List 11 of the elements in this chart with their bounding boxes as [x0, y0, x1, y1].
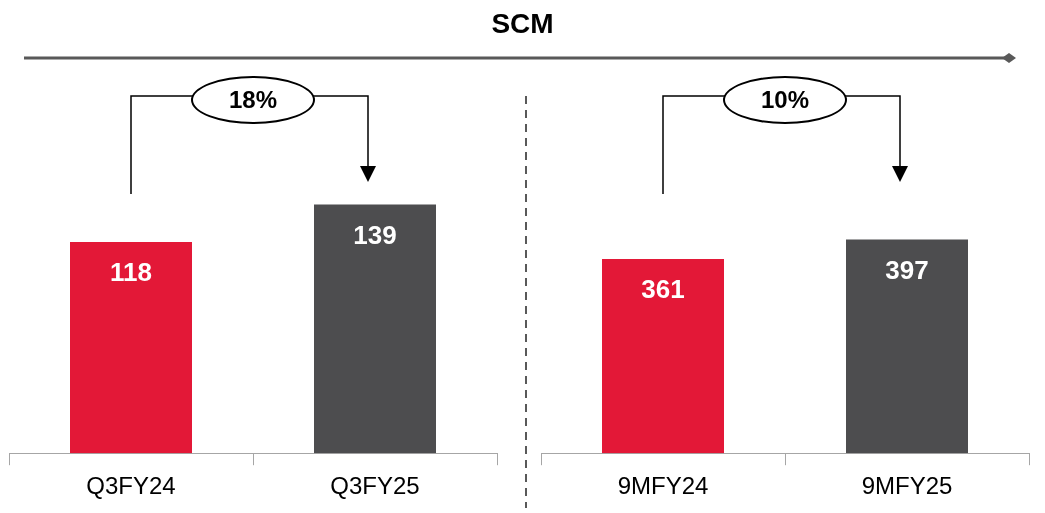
data-label: 139	[353, 219, 397, 250]
text: 10%	[723, 76, 847, 124]
chart-title: SCM	[490, 8, 555, 40]
x-tick-label: Q3FY24	[86, 472, 176, 500]
text: 18%	[191, 76, 315, 124]
x-tick-label: Q3FY25	[330, 472, 420, 500]
data-label: 118	[110, 257, 152, 288]
data-label: 361	[641, 274, 685, 305]
data-label: 397	[885, 254, 929, 285]
x-tick-label: 9MFY25	[861, 472, 953, 500]
x-tick-label: 9MFY24	[617, 472, 709, 500]
